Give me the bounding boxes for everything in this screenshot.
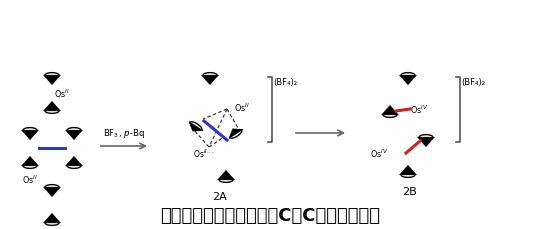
Polygon shape	[22, 131, 38, 140]
Text: (BF₄)₂: (BF₄)₂	[461, 78, 485, 87]
Polygon shape	[201, 76, 219, 85]
Polygon shape	[417, 137, 435, 147]
Polygon shape	[400, 166, 416, 175]
Polygon shape	[44, 213, 60, 223]
Polygon shape	[44, 102, 60, 112]
Polygon shape	[381, 106, 399, 115]
Text: バイオスモセンの酸化的C－C結合開裂反応: バイオスモセンの酸化的C－C結合開裂反応	[160, 206, 380, 224]
Text: Os$^{II}$: Os$^{II}$	[234, 101, 249, 114]
Text: (BF₄)₂: (BF₄)₂	[273, 78, 297, 87]
Text: 2B: 2B	[403, 186, 417, 196]
Text: Os$^{II}$: Os$^{II}$	[54, 87, 70, 100]
Text: BF$_3$, $p$-Bq: BF$_3$, $p$-Bq	[103, 126, 145, 139]
Polygon shape	[229, 129, 243, 139]
Polygon shape	[22, 157, 38, 166]
Polygon shape	[218, 171, 234, 180]
Polygon shape	[44, 187, 60, 197]
Text: Os$^{IV}$: Os$^{IV}$	[369, 147, 388, 160]
Text: Os$^{IV}$: Os$^{IV}$	[410, 103, 428, 116]
Polygon shape	[189, 122, 203, 132]
Text: Os$^{II}$: Os$^{II}$	[22, 173, 38, 185]
Text: Os$^{II...}$: Os$^{II...}$	[193, 147, 215, 160]
Polygon shape	[400, 76, 416, 85]
Polygon shape	[65, 131, 83, 140]
Text: 2A: 2A	[213, 191, 227, 201]
Polygon shape	[44, 76, 60, 85]
Polygon shape	[65, 157, 83, 166]
